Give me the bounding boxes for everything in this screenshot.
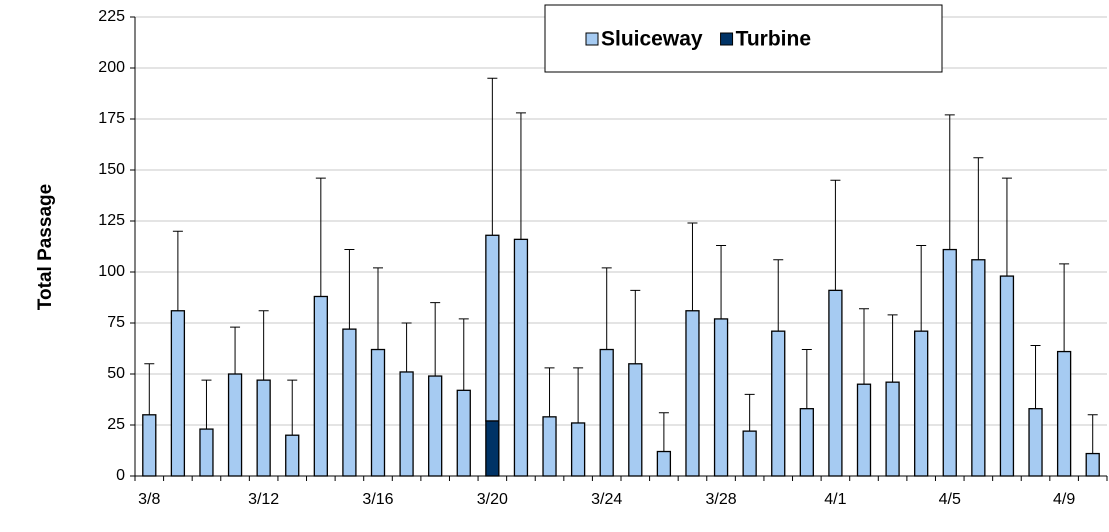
y-tick-label: 150 bbox=[98, 161, 125, 178]
error-bar bbox=[344, 249, 355, 330]
bar bbox=[227, 373, 243, 477]
error-bar bbox=[373, 267, 383, 350]
x-tick-label: 3/12 bbox=[248, 491, 279, 508]
error-bar bbox=[687, 222, 698, 311]
y-tick-label: 75 bbox=[107, 314, 125, 331]
y-tick-label: 125 bbox=[98, 212, 125, 229]
error-bar bbox=[773, 259, 784, 332]
error-bar bbox=[830, 179, 841, 291]
bar bbox=[1056, 350, 1072, 477]
bar bbox=[828, 289, 843, 477]
bar bbox=[1085, 452, 1100, 477]
error-bar bbox=[230, 326, 241, 374]
bar bbox=[485, 234, 500, 422]
error-bar bbox=[630, 289, 641, 364]
y-tick-label: 0 bbox=[116, 467, 125, 484]
bar bbox=[570, 422, 586, 477]
bar bbox=[542, 416, 557, 477]
error-bar bbox=[487, 77, 498, 236]
error-bar bbox=[430, 302, 441, 377]
x-tick-label: 3/24 bbox=[591, 491, 622, 508]
bar bbox=[170, 310, 186, 477]
error-bar bbox=[944, 114, 955, 250]
error-bar bbox=[458, 318, 469, 391]
bar bbox=[599, 348, 614, 477]
x-tick-label: 3/28 bbox=[705, 491, 736, 508]
y-tick-label: 200 bbox=[98, 59, 125, 76]
bar bbox=[799, 408, 814, 477]
error-bar bbox=[515, 112, 526, 240]
bar bbox=[999, 275, 1015, 477]
bar bbox=[485, 420, 500, 477]
error-bar bbox=[658, 412, 669, 452]
bar bbox=[771, 330, 786, 477]
bar bbox=[199, 428, 214, 477]
x-tick-label: 4/9 bbox=[1053, 491, 1075, 508]
bar bbox=[914, 330, 929, 477]
bar bbox=[256, 379, 271, 477]
bar bbox=[399, 371, 414, 477]
error-bar bbox=[172, 230, 183, 311]
error-bar bbox=[573, 367, 584, 423]
error-bar bbox=[1030, 344, 1041, 409]
x-tick-label: 4/5 bbox=[939, 491, 961, 508]
legend-label: Turbine bbox=[736, 28, 811, 51]
bar bbox=[313, 295, 328, 477]
x-tick-label: 3/8 bbox=[138, 491, 160, 508]
x-tick-label: 3/16 bbox=[362, 491, 393, 508]
bar bbox=[1028, 408, 1043, 477]
y-tick-label: 175 bbox=[98, 110, 125, 127]
bar bbox=[513, 238, 529, 477]
error-bar bbox=[859, 308, 869, 385]
error-bar bbox=[801, 349, 812, 409]
bar bbox=[342, 328, 357, 477]
x-tick-label: 4/1 bbox=[824, 491, 846, 508]
bar bbox=[742, 430, 757, 477]
error-bar bbox=[315, 177, 326, 297]
error-bar bbox=[1001, 177, 1012, 277]
error-bar bbox=[258, 310, 269, 381]
error-bar bbox=[601, 267, 612, 350]
bar bbox=[971, 259, 986, 477]
error-bar bbox=[144, 363, 155, 415]
y-tick-label: 50 bbox=[107, 365, 125, 382]
error-bar bbox=[744, 393, 755, 432]
bar bbox=[285, 434, 300, 477]
error-bar bbox=[401, 322, 412, 372]
error-bar bbox=[1087, 414, 1098, 454]
bar bbox=[942, 248, 957, 477]
bar bbox=[456, 389, 471, 477]
legend-label: Sluiceway bbox=[601, 28, 703, 51]
legend-box bbox=[544, 4, 943, 73]
error-bar bbox=[973, 157, 984, 260]
legend-swatch bbox=[585, 32, 599, 46]
bar bbox=[142, 414, 157, 477]
y-axis-label: Total Passage bbox=[35, 184, 56, 310]
error-bar bbox=[1059, 263, 1070, 352]
bar bbox=[428, 375, 443, 477]
error-bar bbox=[887, 314, 898, 383]
bar bbox=[885, 381, 900, 477]
y-tick-label: 25 bbox=[107, 416, 125, 433]
bar bbox=[656, 450, 672, 477]
y-tick-label: 225 bbox=[98, 8, 125, 25]
y-tick-label: 100 bbox=[98, 263, 125, 280]
bar bbox=[370, 348, 386, 477]
bar bbox=[685, 310, 700, 477]
error-bar bbox=[201, 379, 212, 430]
error-bar bbox=[916, 244, 927, 332]
x-tick-label: 3/20 bbox=[477, 491, 508, 508]
legend-swatch bbox=[720, 32, 734, 46]
bar bbox=[628, 363, 643, 477]
error-bar bbox=[544, 367, 555, 417]
error-bar bbox=[716, 244, 727, 319]
bar bbox=[713, 318, 729, 477]
bar bbox=[856, 383, 872, 477]
error-bar bbox=[287, 379, 298, 436]
